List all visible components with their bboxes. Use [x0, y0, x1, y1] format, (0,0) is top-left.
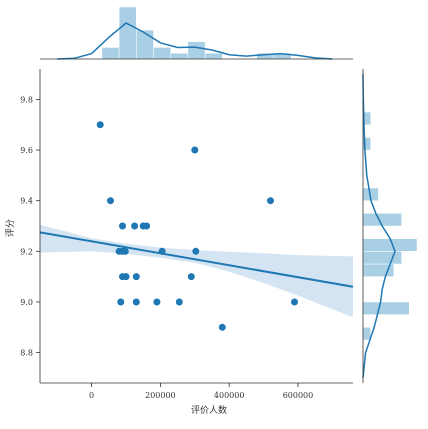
y-tick-label-0: 8.8	[20, 349, 33, 358]
y-kde-curve	[362, 74, 396, 378]
scatter-point-3	[266, 197, 274, 205]
x-hist-bar-4	[170, 52, 189, 60]
confidence-band-area	[40, 224, 353, 318]
x-hist-bar-1	[118, 6, 137, 60]
x-hist-bar-5	[187, 41, 206, 60]
scatter-point-7	[143, 222, 151, 230]
scatter-point-14	[122, 273, 130, 281]
y-tick-label-1: 9.0	[20, 298, 33, 307]
scatter-point-0	[96, 121, 104, 129]
y-hist-bar-4	[362, 238, 418, 252]
x-hist-bar-6	[204, 52, 223, 60]
y-hist-bar-3	[362, 251, 402, 265]
y-hist-bar-5	[362, 213, 402, 227]
scatter-point-12	[192, 247, 200, 255]
x-axis-label: 评价人数	[191, 404, 227, 416]
x-tick-label-3: 600000	[283, 391, 314, 400]
scatter-point-1	[107, 197, 115, 205]
scatter-point-18	[132, 298, 140, 306]
scatter-points	[96, 121, 298, 331]
regression-line-path	[39, 231, 354, 288]
x-tick-label-1: 200000	[145, 391, 176, 400]
y-hist-bar-1	[362, 301, 410, 315]
marginal-x-histogram	[40, 6, 353, 60]
scatter-point-2	[191, 146, 199, 154]
x-hist-bar-3	[153, 47, 171, 60]
y-hist-bar-0	[362, 327, 371, 341]
y-tick-label-2: 9.2	[20, 247, 33, 256]
axes: 0 200000 400000 600000 8.8 9.0 9.2 9.4 9.6 9.8	[20, 69, 353, 400]
confidence-band	[40, 224, 353, 318]
scatter-point-22	[218, 323, 226, 331]
x-tick-label-2: 400000	[214, 391, 245, 400]
scatter-point-20	[175, 298, 183, 306]
y-tick-label-3: 9.4	[20, 197, 33, 206]
scatter-point-19	[153, 298, 161, 306]
scatter-point-10	[121, 247, 129, 255]
scatter-point-5	[131, 222, 139, 230]
marginal-y-histogram	[362, 69, 418, 383]
x-hist-bar-2	[136, 29, 154, 60]
x-hist-bar-0	[101, 47, 120, 60]
y-tick-label-5: 9.8	[20, 95, 33, 104]
scatter-point-17	[117, 298, 125, 306]
scatter-point-16	[187, 273, 195, 281]
scatter-point-21	[290, 298, 298, 306]
scatter-point-15	[132, 273, 140, 281]
scatter-point-4	[119, 222, 127, 230]
y-axis-label: 评分	[5, 219, 16, 237]
x-tick-label-0: 0	[89, 391, 94, 400]
y-tick-label-4: 9.6	[20, 146, 33, 155]
x-kde-curve	[57, 22, 333, 60]
regression-line	[39, 231, 354, 288]
main-scatter-plot: 0 200000 400000 600000 8.8 9.0 9.2 9.4 9.6 9.8	[20, 69, 354, 400]
